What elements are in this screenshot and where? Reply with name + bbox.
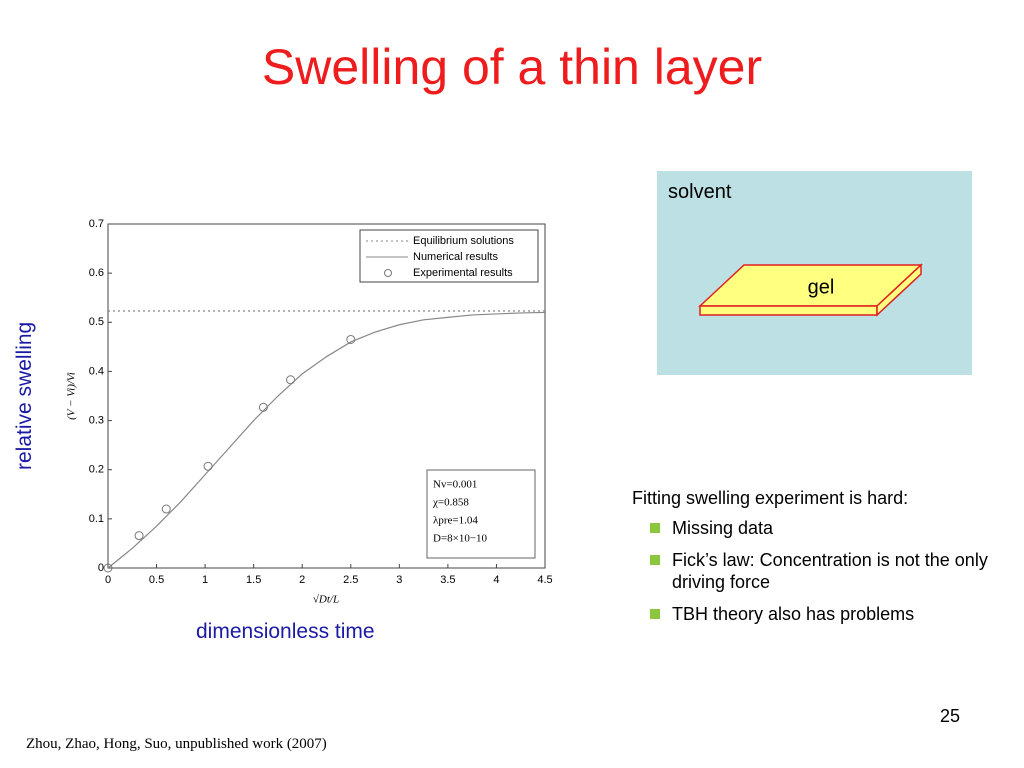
bullet: Missing data <box>632 517 1002 539</box>
y-tick-label: 0 <box>98 562 104 574</box>
data-point <box>258 402 268 412</box>
annotation-box <box>426 469 536 559</box>
data-point <box>134 531 144 541</box>
bullet: Fick’s law: Concentration is not the onl… <box>632 549 1002 593</box>
x-tick-label: 2 <box>299 574 305 586</box>
notes: Fitting swelling experiment is hard: Mis… <box>632 487 1002 635</box>
plot-frame <box>107 223 546 569</box>
data-point <box>286 375 296 385</box>
y-tick-label: 0.4 <box>89 365 104 377</box>
legend-box <box>359 229 539 283</box>
side-x-label: dimensionless time <box>196 620 375 643</box>
x-axis-label: √Dt/L <box>313 594 339 606</box>
legend-label: Numerical results <box>413 251 498 263</box>
annotation: χ=0.858 <box>432 497 469 509</box>
x-tick-label: 4 <box>493 574 499 586</box>
legend-label: Experimental results <box>413 267 513 279</box>
annotation: λpre=1.04 <box>433 515 478 527</box>
series-line <box>107 311 546 569</box>
x-tick-label: 0.5 <box>149 574 164 586</box>
y-tick-label: 0.7 <box>89 218 104 230</box>
y-tick-label: 0.5 <box>89 316 104 328</box>
annotation: Nv=0.001 <box>433 479 477 491</box>
data-point <box>161 504 171 514</box>
page-number: 25 <box>940 706 961 726</box>
gel-side <box>876 263 922 317</box>
gel-label: gel <box>808 276 835 298</box>
y-axis-label: (V − Vi)/Vi <box>66 372 78 420</box>
legend-label: Equilibrium solutions <box>413 235 514 247</box>
gel-slab: gel <box>698 263 923 317</box>
y-tick-label: 0.1 <box>89 513 104 525</box>
x-tick-label: 1.5 <box>246 574 261 586</box>
bullet-list: Missing data Fick’s law: Concentration i… <box>632 517 1002 625</box>
y-tick-label: 0.2 <box>89 464 104 476</box>
data-point <box>346 334 356 344</box>
y-tick-label: 0.3 <box>89 414 104 426</box>
data-point <box>103 563 113 573</box>
x-tick-label: 3.5 <box>440 574 455 586</box>
x-tick-label: 1 <box>202 574 208 586</box>
x-tick-label: 3 <box>396 574 402 586</box>
bullet: TBH theory also has problems <box>632 603 1002 625</box>
notes-heading: Fitting swelling experiment is hard: <box>632 488 909 508</box>
chart: (V − Vi)/Vi √Dt/L 0 0.5 1 1.5 2 2.5 3 3.5 4 4.5 0 0… <box>66 218 553 606</box>
solvent-label: solvent <box>668 181 732 203</box>
data-point <box>203 461 213 471</box>
slide-title: Swelling of a thin layer <box>261 39 763 95</box>
annotation: D=8×10−10 <box>433 533 488 545</box>
citation: Zhou, Zhao, Hong, Suo, unpublished work … <box>26 736 327 752</box>
y-tick-label: 0.6 <box>89 267 104 279</box>
x-tick-label: 2.5 <box>343 574 358 586</box>
x-tick-label: 4.5 <box>537 574 552 586</box>
gel-front <box>699 305 878 316</box>
x-tick-label: 0 <box>105 574 111 586</box>
legend-marker <box>384 269 392 277</box>
